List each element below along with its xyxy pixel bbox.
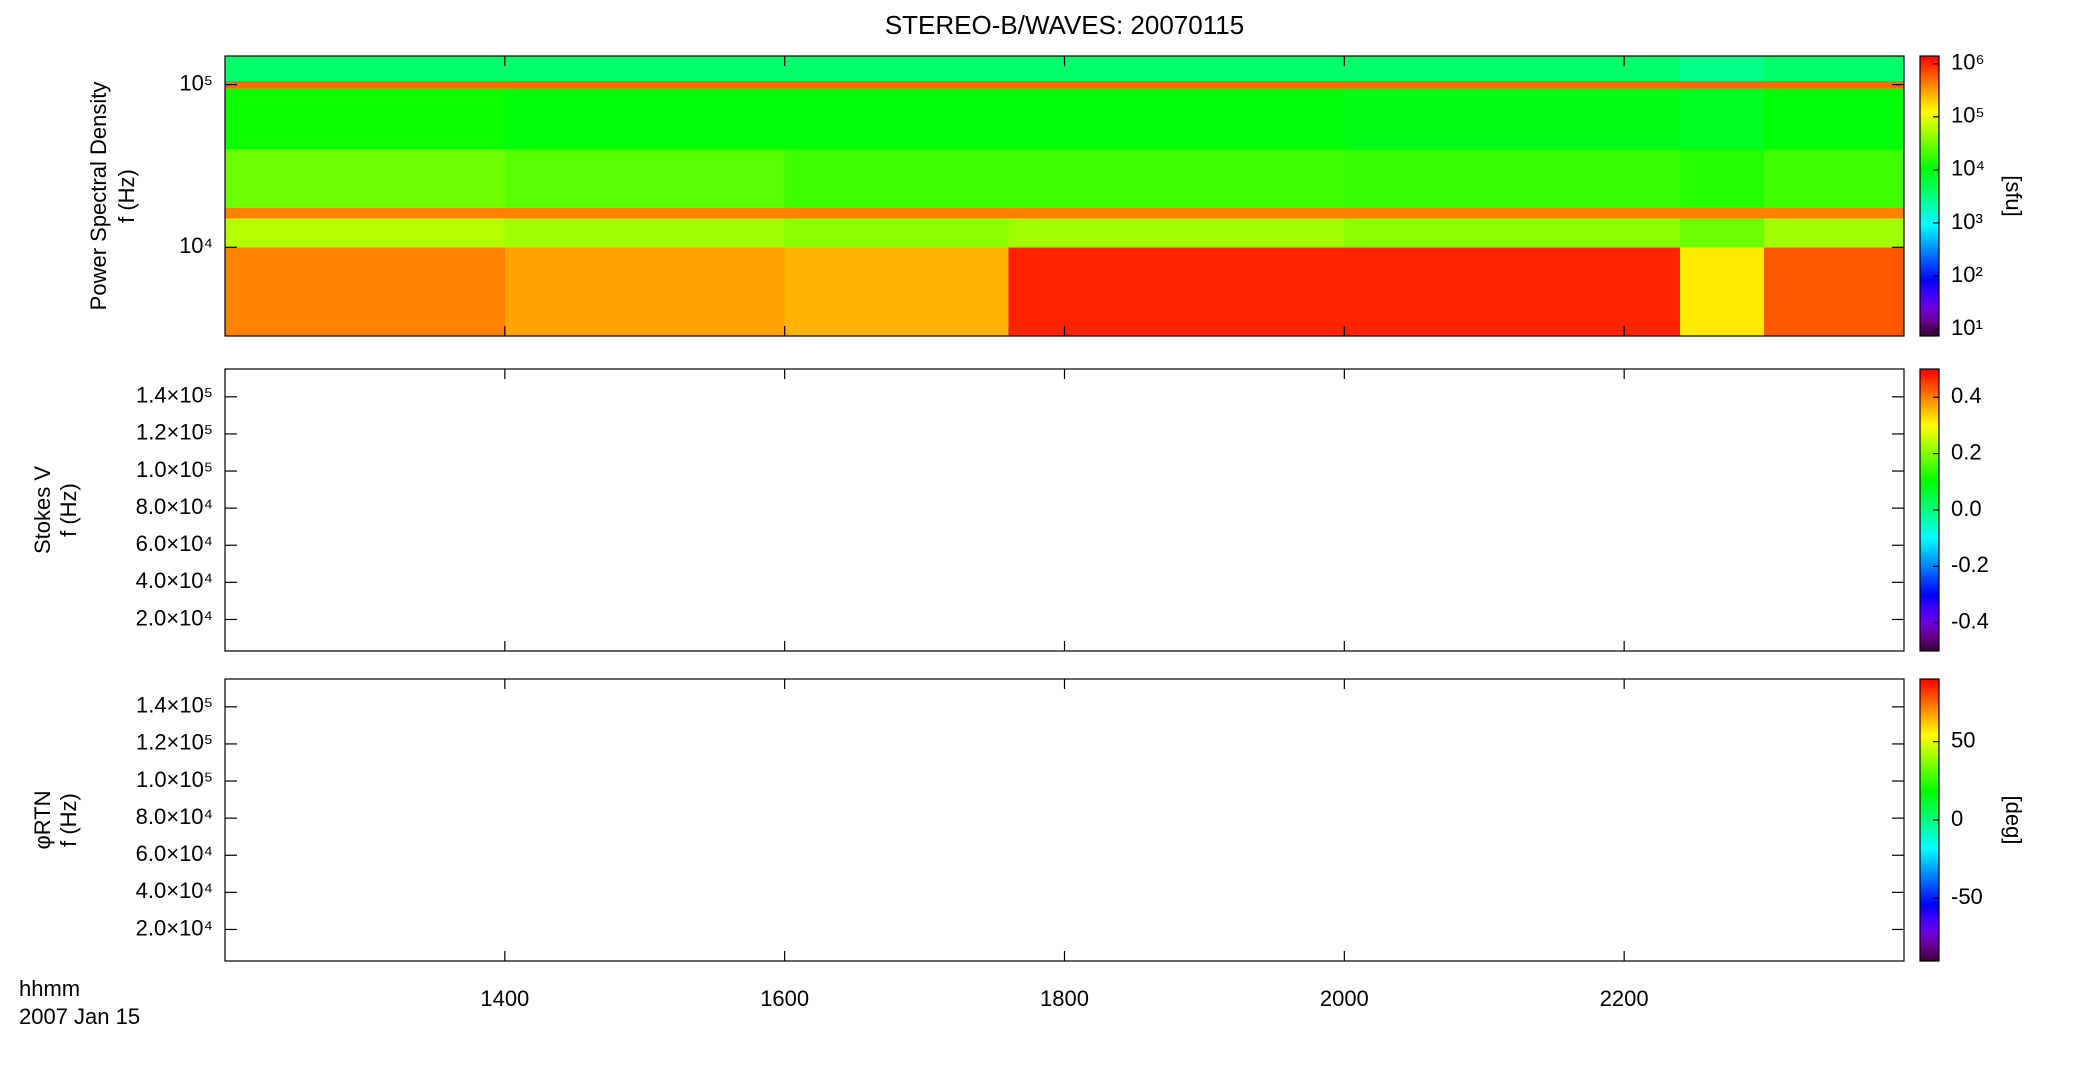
y-tick-label: 2.0×10⁴ [136,915,213,940]
y-axis-label: Stokes V [30,466,55,554]
heatmap-cell [1764,207,1904,219]
heatmap-cell [504,207,785,219]
y-tick-label: 6.0×10⁴ [136,841,213,866]
colorbar [1919,55,1940,337]
heatmap-cell [784,207,1009,219]
heatmap-cell [1008,207,1345,219]
heatmap-cell [504,81,785,89]
heatmap-cell [1344,149,1681,208]
x-tick-label: 1800 [1040,986,1089,1011]
heatmap-cell [225,247,505,336]
heatmap-cell [504,56,785,82]
colorbar-tick-label: 10⁵ [1951,103,1985,128]
heatmap-cell [504,88,785,150]
y-axis-label: f (Hz) [114,169,139,223]
heatmap-cell [1344,56,1681,82]
colorbar-label: [sfu] [2001,175,2026,217]
heatmap-cell [784,247,1009,336]
heatmap-cell [1344,218,1681,248]
heatmap-cell [1764,81,1904,89]
y-tick-label: 1.0×10⁵ [136,767,213,792]
heatmap-cell [1680,88,1765,150]
y-tick-label: 1.4×10⁵ [136,383,213,408]
colorbar-tick-label: 50 [1951,727,1975,752]
heatmap-cell [784,56,1009,82]
colorbar-tick-label: 10⁴ [1951,156,1985,181]
heatmap-cell [504,247,785,336]
y-tick-label: 1.4×10⁵ [136,693,213,718]
y-axis-label: Power Spectral Density [86,82,111,311]
x-tick-label: 1400 [480,986,529,1011]
y-tick-label: 1.2×10⁵ [136,730,213,755]
y-tick-label: 8.0×10⁴ [136,494,213,519]
heatmap-cell [225,56,505,82]
heatmap-cell [225,218,505,248]
y-tick-label: 1.2×10⁵ [136,420,213,445]
heatmap-cell [1344,81,1681,89]
colorbar-tick-label: 0.2 [1951,439,1982,464]
heatmap-cell [225,207,505,219]
heatmap-cell [1344,88,1681,150]
date-label: 2007 Jan 15 [19,1004,140,1029]
colorbar-label: [deg] [2001,796,2026,845]
heatmap-cell [1680,247,1765,336]
heatmap-cell [1344,207,1681,219]
heatmap-cell [1344,247,1681,336]
heatmap-cell [1008,218,1345,248]
heatmap-cell [784,149,1009,208]
heatmap-cell [1764,56,1904,82]
colorbar-tick-label: -0.4 [1951,609,1989,634]
colorbar-tick-label: -0.2 [1951,552,1989,577]
heatmap-cell [225,81,505,89]
heatmap-cell [784,88,1009,150]
y-tick-label: 6.0×10⁴ [136,531,213,556]
heatmap-cell [1680,81,1765,89]
heatmap-cell [225,88,505,150]
y-tick-label: 4.0×10⁴ [136,568,213,593]
y-tick-label: 4.0×10⁴ [136,878,213,903]
heatmap-cell [504,218,785,248]
heatmap-cell [1008,88,1345,150]
heatmap-cell [784,81,1009,89]
heatmap-cell [225,149,505,208]
colorbar-tick-label: 10⁶ [1951,50,1985,75]
x-tick-label: 2000 [1320,986,1369,1011]
heatmap-cell [504,149,785,208]
plot-frame [224,678,1905,962]
plot-frame [224,368,1905,652]
heatmap-cell [1008,247,1345,336]
x-tick-label: 2200 [1600,986,1649,1011]
colorbar-tick-label: -50 [1951,884,1983,909]
heatmap-cell [784,218,1009,248]
heatmap-cell [1764,149,1904,208]
y-tick-label: 10⁴ [179,233,213,258]
y-tick-label: 8.0×10⁴ [136,804,213,829]
heatmap-cell [1680,207,1765,219]
heatmap-cell [1680,56,1765,82]
y-tick-label: 10⁵ [179,70,213,95]
colorbar-tick-label: 0 [1951,806,1963,831]
heatmap-cell [1680,149,1765,208]
heatmap-cell [1008,56,1345,82]
colorbar-tick-label: 0.0 [1951,496,1982,521]
colorbar-tick-label: 10¹ [1951,315,1983,340]
y-tick-label: 2.0×10⁴ [136,605,213,630]
heatmap-cell [1764,247,1904,336]
x-axis-label: hhmm [19,976,80,1001]
heatmap-cell [1764,88,1904,150]
heatmap-cell [1680,218,1765,248]
heatmap-cell [1764,218,1904,248]
y-axis-label: φRTN [30,790,55,849]
heatmap-cell [1008,149,1345,208]
colorbar-tick-label: 10² [1951,262,1983,287]
chart-title: STEREO-B/WAVES: 20070115 [885,10,1244,40]
y-tick-label: 1.0×10⁵ [136,457,213,482]
colorbar-tick-label: 10³ [1951,209,1983,234]
colorbar-tick-label: 0.4 [1951,383,1982,408]
heatmap-cell [1008,81,1345,89]
y-axis-label: f (Hz) [56,793,81,847]
x-tick-label: 1600 [760,986,809,1011]
y-axis-label: f (Hz) [56,483,81,537]
